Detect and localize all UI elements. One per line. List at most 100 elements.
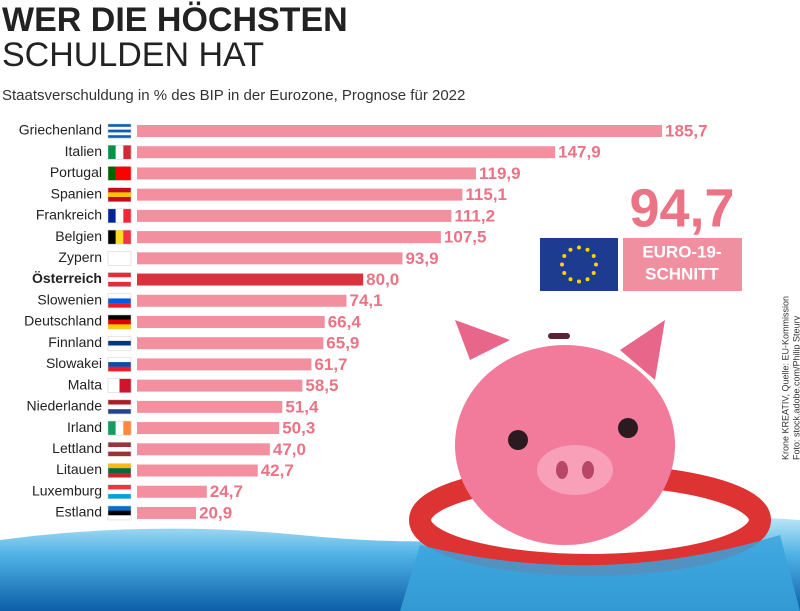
value-label: 65,9 bbox=[326, 334, 359, 353]
bar bbox=[137, 315, 325, 328]
flag-stripe bbox=[115, 230, 124, 245]
category-label: Österreich bbox=[32, 270, 102, 286]
flag-stripe bbox=[108, 303, 131, 308]
value-label: 24,7 bbox=[210, 482, 243, 501]
value-label: 93,9 bbox=[405, 249, 438, 268]
title: SCHULDEN HAT bbox=[2, 36, 264, 74]
flag-stripe bbox=[108, 208, 116, 223]
flag-stripe bbox=[108, 192, 131, 198]
category-label: Lettland bbox=[52, 440, 102, 456]
flag-stripe bbox=[108, 362, 131, 367]
flag-border bbox=[107, 399, 132, 415]
flag-border bbox=[107, 314, 132, 330]
bar bbox=[137, 167, 476, 180]
bar bbox=[137, 146, 556, 159]
bar bbox=[137, 506, 197, 519]
flag-stripe bbox=[108, 340, 131, 346]
flag-stripe bbox=[108, 135, 131, 139]
average-box bbox=[623, 238, 742, 291]
category-label: Deutschland bbox=[24, 313, 102, 329]
flag-stripe bbox=[108, 378, 120, 393]
flag-stripe bbox=[108, 489, 131, 495]
flag-stripe bbox=[108, 399, 131, 405]
flag-border bbox=[107, 420, 132, 436]
flag-stripe bbox=[108, 230, 116, 245]
flag-border bbox=[107, 505, 132, 521]
star bbox=[577, 279, 581, 284]
title: WER DIE HÖCHSTEN bbox=[2, 1, 348, 39]
flag-stripe bbox=[108, 255, 131, 261]
category-label: Estland bbox=[55, 504, 102, 520]
value-label: 42,7 bbox=[261, 461, 294, 480]
flag-border bbox=[107, 166, 132, 181]
star bbox=[568, 247, 573, 252]
flag-stripe bbox=[108, 451, 131, 457]
flag-stripe bbox=[108, 277, 131, 283]
category-label: Spanien bbox=[51, 185, 102, 201]
bar bbox=[137, 337, 324, 350]
flag-stripe bbox=[108, 129, 131, 133]
flag-stripe bbox=[123, 166, 132, 181]
flag-stripe bbox=[108, 272, 131, 278]
category-label: Niederlande bbox=[27, 398, 103, 414]
value-label: 185,7 bbox=[665, 121, 708, 140]
flag-stripe bbox=[108, 357, 131, 363]
flag-stripe bbox=[108, 314, 131, 320]
value-label: 80,0 bbox=[366, 270, 399, 289]
flag-stripe bbox=[108, 515, 131, 521]
average-text: SCHNITT bbox=[645, 264, 719, 283]
star bbox=[585, 277, 590, 282]
flag-stripe bbox=[108, 336, 131, 342]
bar bbox=[137, 464, 258, 477]
flag-border bbox=[107, 378, 132, 393]
flag-stripe bbox=[108, 298, 131, 304]
bar bbox=[137, 485, 207, 498]
bar bbox=[137, 294, 347, 307]
star bbox=[591, 254, 596, 258]
flag-stripe bbox=[108, 446, 131, 452]
flag-border bbox=[107, 251, 132, 266]
category-label: Irland bbox=[67, 419, 102, 435]
flag-stripe bbox=[108, 442, 131, 448]
flag-border bbox=[107, 463, 132, 478]
category-label: Belgien bbox=[55, 228, 102, 244]
star bbox=[560, 262, 564, 267]
flag-stripe bbox=[108, 510, 131, 516]
category-label: Griechenland bbox=[19, 122, 102, 138]
value-label: 107,5 bbox=[444, 228, 487, 247]
flag-border bbox=[107, 272, 132, 287]
average-value: 94,7 bbox=[629, 178, 734, 238]
flag-stripe bbox=[108, 145, 116, 160]
star bbox=[562, 271, 567, 275]
star bbox=[585, 247, 590, 252]
flag-stripe bbox=[108, 293, 131, 299]
category-label: Malta bbox=[68, 376, 102, 392]
flag-border bbox=[107, 442, 132, 457]
flag-stripe bbox=[108, 463, 131, 469]
bar bbox=[137, 379, 303, 392]
value-label: 61,7 bbox=[314, 355, 347, 374]
flag-stripe bbox=[108, 196, 131, 202]
flag-stripe bbox=[108, 404, 131, 410]
eu-stars bbox=[560, 245, 598, 284]
bar bbox=[137, 188, 463, 201]
flag-stripe bbox=[123, 230, 132, 245]
star bbox=[591, 271, 596, 275]
flag-border bbox=[107, 357, 132, 372]
star bbox=[568, 277, 573, 282]
average-text: EURO-19- bbox=[642, 242, 721, 261]
flag-stripe bbox=[108, 324, 131, 330]
flag-stripe bbox=[108, 251, 131, 257]
subtitle: Staatsverschuldung in % des BIP in der E… bbox=[2, 87, 465, 104]
flag-stripe bbox=[115, 421, 124, 436]
flag-stripe bbox=[115, 166, 124, 181]
flag-border bbox=[107, 144, 132, 160]
flag-stripe bbox=[108, 345, 131, 351]
value-label: 51,4 bbox=[285, 397, 319, 416]
flag-border bbox=[107, 484, 132, 499]
category-label: Slowenien bbox=[37, 291, 102, 307]
value-label: 119,9 bbox=[479, 164, 521, 183]
flag-stripe bbox=[119, 378, 132, 393]
flag-stripe bbox=[108, 124, 131, 127]
